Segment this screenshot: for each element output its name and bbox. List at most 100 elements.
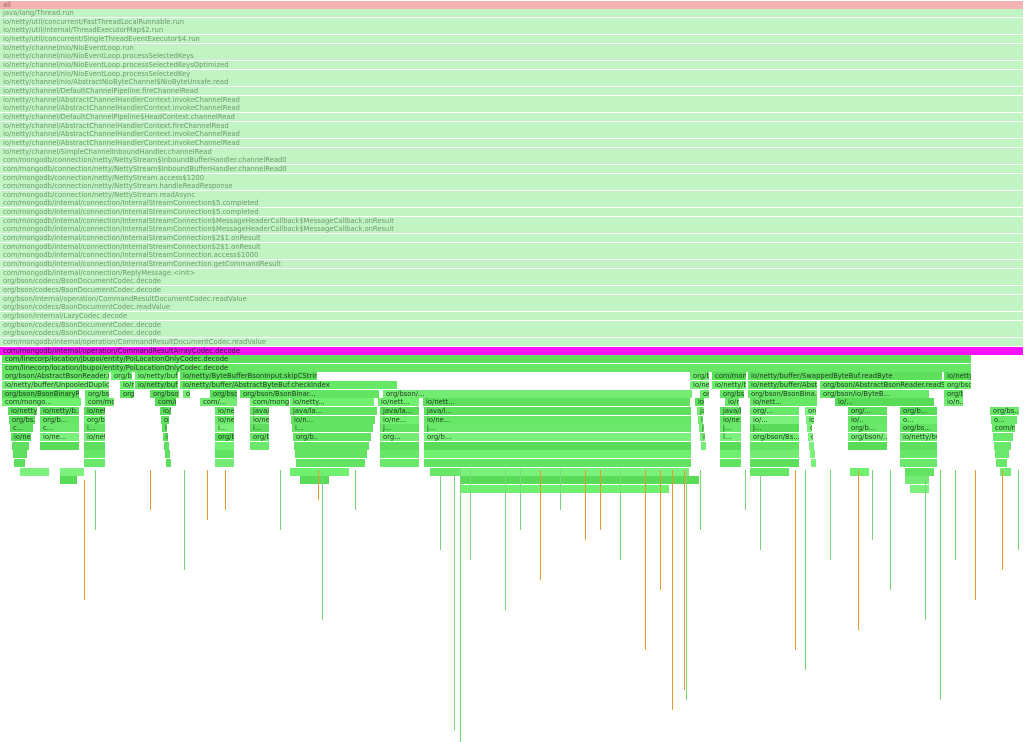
flame-frame[interactable]: j... bbox=[699, 424, 705, 433]
flame-frame[interactable]: io/ne... bbox=[424, 415, 692, 424]
flame-frame[interactable]: org/bs... bbox=[700, 389, 710, 398]
flame-frame[interactable] bbox=[380, 458, 420, 467]
flame-frame[interactable]: org/bson/io/... bbox=[250, 433, 270, 441]
flame-frame[interactable]: o... bbox=[900, 415, 938, 424]
flame-frame[interactable]: io/nett... bbox=[750, 398, 818, 407]
flame-frame[interactable] bbox=[905, 476, 930, 485]
flame-frame[interactable] bbox=[900, 441, 938, 450]
flame-frame[interactable]: com/mongo... bbox=[2, 398, 82, 407]
flame-frame[interactable] bbox=[424, 458, 692, 467]
flame-frame[interactable]: org/bson/io/ByteBufferBso... bbox=[85, 389, 110, 398]
flame-frame[interactable]: org... bbox=[380, 433, 420, 441]
flame-frame[interactable]: org/bson/AbstractBs... bbox=[183, 389, 191, 398]
flame-frame[interactable]: c... bbox=[10, 424, 34, 433]
flame-frame[interactable]: io/nett... bbox=[725, 398, 740, 407]
flame-frame[interactable]: i... bbox=[215, 424, 235, 433]
flame-frame[interactable]: org/bson/io/... bbox=[944, 389, 964, 398]
flame-frame[interactable]: org/... bbox=[750, 407, 800, 416]
flame-frame[interactable]: org/bson/... bbox=[808, 433, 814, 441]
flame-frame[interactable]: org/b... bbox=[424, 433, 692, 441]
flame-frame[interactable]: com/mongodb/connection/netty/NettyStream… bbox=[0, 182, 1024, 191]
flame-frame[interactable] bbox=[296, 458, 366, 467]
flame-frame[interactable]: com/mongodb/internal/operation/CommandRe… bbox=[0, 346, 1024, 355]
flame-frame[interactable]: org/bson/Bina... bbox=[215, 433, 235, 441]
flame-frame[interactable]: com/linecorp/location/jbupoi/entity/PoiL… bbox=[2, 363, 972, 372]
flame-frame[interactable]: j... bbox=[720, 424, 742, 433]
flame-frame[interactable]: c... bbox=[40, 424, 80, 433]
flame-frame[interactable] bbox=[295, 450, 368, 459]
flame-frame[interactable]: io/netty/b... bbox=[40, 407, 80, 416]
flame-frame[interactable] bbox=[300, 476, 330, 485]
flame-frame[interactable] bbox=[380, 441, 420, 450]
flame-frame[interactable] bbox=[460, 467, 690, 476]
flame-frame[interactable]: io/netty/buffer/SwappedByteBuf.readByte bbox=[748, 372, 943, 381]
flame-frame[interactable]: io/netty/buffer/Abs... bbox=[84, 433, 106, 441]
flame-frame[interactable] bbox=[460, 476, 700, 485]
flame-frame[interactable]: io/netty/channel/AbstractChannelHandlerC… bbox=[0, 104, 1024, 113]
flame-frame[interactable]: java/l... bbox=[697, 407, 705, 416]
flame-frame[interactable]: io/netty/channel/SimpleChannelInboundHan… bbox=[0, 147, 1024, 156]
flame-frame[interactable]: java/lang/Thread.run bbox=[0, 9, 1024, 18]
flame-frame[interactable]: io/ne... bbox=[720, 415, 742, 424]
flame-frame[interactable]: io/.. bbox=[848, 415, 888, 424]
flame-frame[interactable] bbox=[424, 441, 692, 450]
flame-frame[interactable]: i... bbox=[250, 424, 270, 433]
flame-frame[interactable] bbox=[215, 441, 235, 450]
flame-frame[interactable]: org/bson/... bbox=[848, 433, 888, 441]
flame-frame[interactable]: io/netty/buffer... bbox=[84, 407, 106, 416]
flame-frame[interactable] bbox=[850, 467, 870, 476]
flame-frame[interactable] bbox=[750, 467, 790, 476]
flame-frame[interactable]: io/netty/buffer/AbstractByteBuf.ens... bbox=[712, 381, 747, 390]
flame-frame[interactable]: com/mongodb/internal/connection/Internal… bbox=[0, 216, 1024, 225]
flame-frame[interactable] bbox=[290, 467, 350, 476]
flame-frame[interactable]: io/ne... bbox=[40, 433, 80, 441]
flame-frame[interactable] bbox=[60, 467, 85, 476]
flame-frame[interactable]: l... bbox=[720, 433, 742, 441]
flame-frame[interactable] bbox=[250, 441, 270, 450]
flame-frame[interactable]: org/bson/internal/operation/CommandResul… bbox=[0, 294, 1024, 303]
flame-frame[interactable]: org/b... bbox=[900, 407, 938, 416]
flame-frame[interactable]: org/bs... bbox=[990, 407, 1020, 416]
flame-frame[interactable]: io/netty/channel/AbstractChannelHandlerC… bbox=[0, 130, 1024, 139]
flame-frame[interactable]: com/linecorp/location/jbupoi/entity/PoiL… bbox=[2, 355, 972, 364]
flame-frame[interactable]: java/la... bbox=[290, 407, 378, 416]
flame-frame[interactable] bbox=[995, 450, 1010, 459]
flame-frame[interactable] bbox=[720, 441, 742, 450]
flame-frame[interactable]: io/netty/buffer... bbox=[8, 407, 38, 416]
flame-frame[interactable]: io/netty/buffer/AbstractByteBuf.checkInd… bbox=[180, 381, 398, 390]
flame-frame[interactable]: com/mongodb/internal/connection/Internal… bbox=[0, 242, 1024, 251]
flame-frame[interactable]: io/netty/channel/nio/NioEventLoop.proces… bbox=[0, 69, 1024, 78]
flame-frame[interactable]: org/b... bbox=[848, 424, 888, 433]
flame-frame[interactable]: io/netty/buffer/AbstractByteBuf.readByte bbox=[944, 372, 972, 381]
flame-frame[interactable]: com/mongodb/internal/connection/Internal… bbox=[0, 225, 1024, 234]
flame-frame[interactable]: io/netty... bbox=[290, 398, 375, 407]
flame-frame[interactable]: org/bson/io/ByteB... bbox=[820, 389, 930, 398]
flame-frame[interactable]: io/ne... bbox=[250, 415, 270, 424]
flame-frame[interactable]: io/netty/b... bbox=[160, 407, 172, 416]
flame-frame[interactable]: com/mongodb/internal/connection/Internal… bbox=[0, 234, 1024, 243]
flame-frame[interactable]: com/... bbox=[200, 398, 238, 407]
flame-frame[interactable] bbox=[900, 450, 938, 459]
flame-frame[interactable]: com/mongodb/connection/netty/NettyStream… bbox=[0, 173, 1024, 182]
flame-frame[interactable]: org/bson/Bs... bbox=[120, 389, 135, 398]
flame-frame[interactable]: io/netty/buffer/ByteBufferBsonInput.read… bbox=[135, 372, 179, 381]
flame-frame[interactable]: org/bson/codecs/BsonDocumentCodec.decode bbox=[0, 329, 1024, 338]
flame-frame[interactable] bbox=[750, 441, 800, 450]
flame-frame[interactable]: j... bbox=[424, 424, 692, 433]
flame-frame[interactable] bbox=[14, 458, 26, 467]
flame-frame[interactable]: org/bson/BsonBina... bbox=[748, 389, 818, 398]
flame-frame[interactable] bbox=[750, 450, 800, 459]
flame-frame[interactable] bbox=[20, 467, 50, 476]
flame-frame[interactable]: i... bbox=[162, 424, 168, 433]
flame-frame[interactable]: io/netty/channel/DefaultChannelPipeline.… bbox=[0, 87, 1024, 95]
flame-frame[interactable]: all bbox=[0, 0, 1024, 9]
flame-frame[interactable]: org/bson/BsonBinar... bbox=[240, 389, 380, 398]
flame-frame[interactable]: io/nett... bbox=[423, 398, 691, 407]
flame-frame[interactable]: com/mongodb/connection/netty/NettyByteBu… bbox=[712, 372, 747, 381]
flame-frame[interactable]: com/mon... bbox=[992, 424, 1016, 433]
flame-frame[interactable]: io/netty/channel/AbstractChannelHandlerC… bbox=[0, 121, 1024, 130]
flame-frame[interactable]: org/bs... bbox=[9, 415, 36, 424]
flame-frame[interactable]: io/netty/ByteBufferBsonInput.skipCString bbox=[180, 372, 318, 381]
flame-frame[interactable] bbox=[994, 441, 1012, 450]
flame-frame[interactable]: io/netty/ByteBufferBsonInput... bbox=[215, 415, 235, 424]
